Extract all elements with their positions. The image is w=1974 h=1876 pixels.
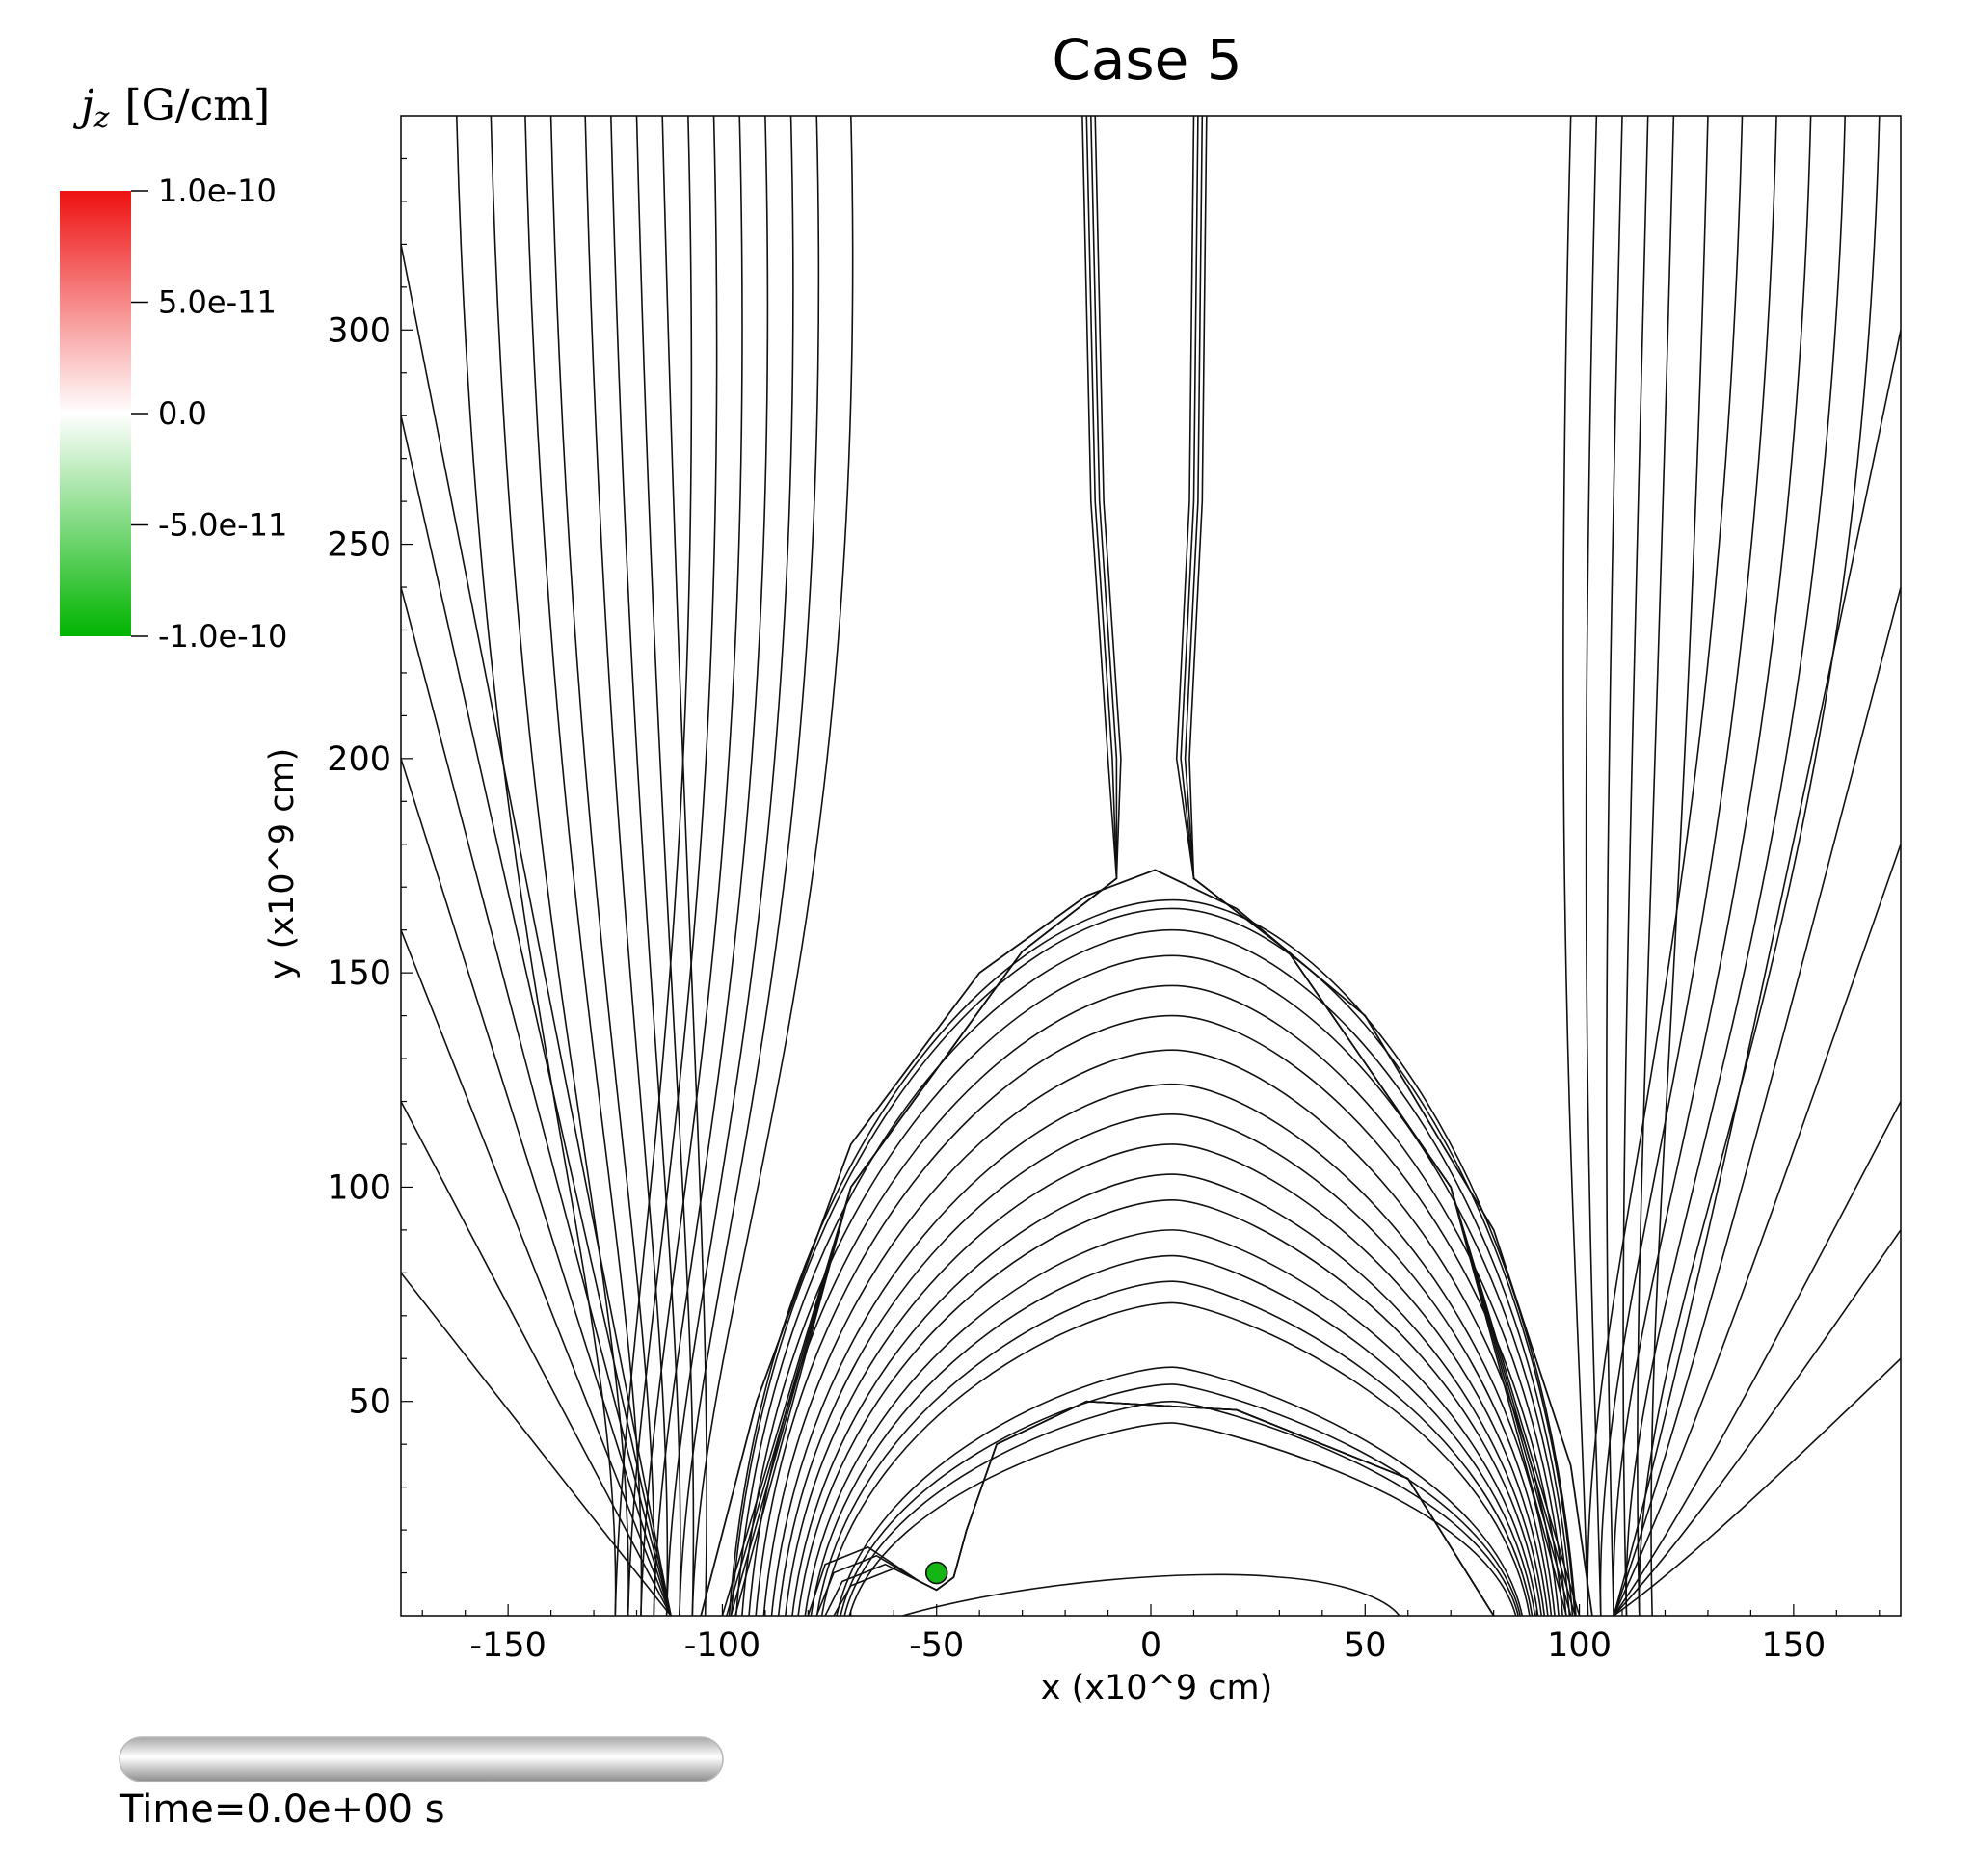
closed-field-line bbox=[734, 928, 1574, 1616]
closed-field-line bbox=[840, 1383, 1522, 1616]
y-axis-label: y (x10^9 cm) bbox=[263, 748, 302, 979]
closed-field-line bbox=[815, 1280, 1534, 1616]
low-arcade-line bbox=[1279, 1576, 1400, 1616]
field-lines bbox=[401, 116, 1901, 1616]
open-field-line-right bbox=[1613, 116, 1812, 1616]
time-bar bbox=[119, 1736, 724, 1782]
colorbar: jz [G/cm] 1.0e-10 5.0e-11 0.0 -5.0e-11 -1.0e-… bbox=[60, 81, 287, 655]
closed-field-line bbox=[762, 1049, 1560, 1616]
closed-field-line bbox=[755, 1014, 1563, 1616]
time-annotation: Time=0.0e+00 s bbox=[119, 1736, 724, 1832]
open-field-line-left bbox=[691, 116, 854, 1616]
edge-field-line-right bbox=[1613, 330, 1901, 1616]
y-tick-label: 300 bbox=[327, 311, 391, 350]
closed-field-line bbox=[785, 1143, 1549, 1616]
x-tick-label: 100 bbox=[1547, 1626, 1612, 1665]
x-tick-label: -150 bbox=[469, 1626, 546, 1665]
closed-field-line bbox=[730, 907, 1576, 1616]
closed-field-line bbox=[797, 1198, 1543, 1616]
marker-wrap-line bbox=[833, 1400, 1495, 1616]
current-sheet-line-right bbox=[1188, 116, 1567, 1616]
plot-area: -150 -100 -50 0 50 100 150 50 100 150 200 250 300 x… bbox=[263, 115, 1902, 1707]
open-field-line-right bbox=[1650, 116, 1709, 1616]
edge-field-line-right bbox=[1613, 1101, 1901, 1616]
closed-field-line bbox=[843, 1400, 1519, 1616]
edge-field-line-left bbox=[401, 1272, 672, 1616]
x-axis-label: x (x10^9 cm) bbox=[1041, 1669, 1272, 1707]
colorbar-tick-label: -5.0e-11 bbox=[158, 507, 287, 544]
open-field-line-left bbox=[584, 116, 669, 1616]
x-tick-label: 150 bbox=[1761, 1626, 1826, 1665]
open-field-line-right bbox=[1638, 116, 1881, 1616]
closed-field-line bbox=[836, 1366, 1524, 1616]
open-field-line-right bbox=[1587, 116, 1744, 1616]
colorbar-tick-label: 5.0e-11 bbox=[158, 284, 277, 321]
y-tick-label: 250 bbox=[327, 526, 391, 565]
open-field-line-left bbox=[640, 116, 743, 1616]
open-field-line-right bbox=[1625, 116, 1847, 1616]
low-arcade-line bbox=[901, 1573, 1280, 1616]
open-field-line-left bbox=[610, 116, 681, 1616]
colorbar-title: jz [G/cm] bbox=[72, 81, 270, 135]
chart-title: Case 5 bbox=[1052, 27, 1241, 93]
y-tick-label: 50 bbox=[348, 1383, 391, 1422]
plasmoid-marker bbox=[924, 1561, 948, 1585]
colorbar-ticks: 1.0e-10 5.0e-11 0.0 -5.0e-11 -1.0e-10 bbox=[131, 173, 287, 655]
open-field-line-right bbox=[1637, 116, 1675, 1616]
edge-field-line-right bbox=[1613, 844, 1901, 1616]
open-field-line-right bbox=[1622, 116, 1649, 1616]
x-tick-label: 0 bbox=[1140, 1626, 1161, 1665]
closed-field-line bbox=[810, 1254, 1536, 1616]
colorbar-title-units: [G/cm] bbox=[124, 81, 270, 130]
y-tick-label: 200 bbox=[327, 740, 391, 779]
y-tick-label: 150 bbox=[327, 954, 391, 993]
closed-field-line bbox=[728, 898, 1577, 1616]
current-sheet-line-left bbox=[734, 116, 1122, 1616]
open-field-line-left bbox=[679, 116, 820, 1616]
closed-field-line bbox=[748, 984, 1567, 1616]
time-label: Time=0.0e+00 s bbox=[119, 1787, 445, 1832]
open-field-line-left bbox=[455, 116, 617, 1616]
colorbar-tick-label: 0.0 bbox=[158, 395, 207, 432]
colorbar-tick-label: -1.0e-10 bbox=[158, 618, 287, 655]
colorbar-title-variable: j bbox=[72, 81, 94, 130]
x-tick-label: -100 bbox=[684, 1626, 760, 1665]
open-field-line-right bbox=[1599, 116, 1777, 1616]
closed-field-line bbox=[820, 1301, 1531, 1616]
open-field-line-right bbox=[1606, 116, 1623, 1616]
colorbar-title-subscript: z bbox=[93, 101, 110, 135]
x-tick-label: -50 bbox=[909, 1626, 964, 1665]
open-field-line-left bbox=[627, 116, 718, 1616]
open-field-line-right bbox=[1585, 116, 1602, 1616]
x-tick-label: 50 bbox=[1344, 1626, 1387, 1665]
x-axis-ticks: -150 -100 -50 0 50 100 150 bbox=[421, 1604, 1881, 1665]
closed-field-line bbox=[848, 1422, 1517, 1616]
y-tick-label: 100 bbox=[327, 1168, 391, 1207]
edge-field-line-right bbox=[1613, 586, 1901, 1616]
closed-field-line bbox=[770, 1083, 1556, 1616]
open-field-line-right bbox=[1562, 116, 1589, 1616]
colorbar-tick-label: 1.0e-10 bbox=[158, 173, 277, 209]
y-axis-ticks: 50 100 150 200 250 300 bbox=[327, 157, 413, 1574]
open-field-line-left bbox=[665, 116, 794, 1616]
closed-field-line bbox=[777, 1113, 1553, 1616]
closed-field-line bbox=[804, 1229, 1539, 1616]
open-field-line-left bbox=[653, 116, 769, 1616]
open-field-line-left bbox=[635, 116, 695, 1616]
edge-field-line-right bbox=[1613, 1229, 1901, 1616]
colorbar-gradient bbox=[60, 191, 131, 636]
edge-field-line-right bbox=[1613, 1357, 1901, 1616]
open-field-line-left bbox=[614, 116, 693, 1616]
closed-field-line bbox=[791, 1173, 1546, 1616]
